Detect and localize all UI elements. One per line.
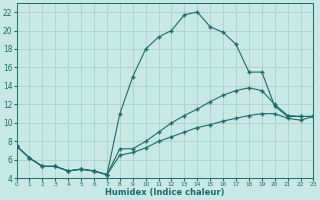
- X-axis label: Humidex (Indice chaleur): Humidex (Indice chaleur): [105, 188, 225, 197]
